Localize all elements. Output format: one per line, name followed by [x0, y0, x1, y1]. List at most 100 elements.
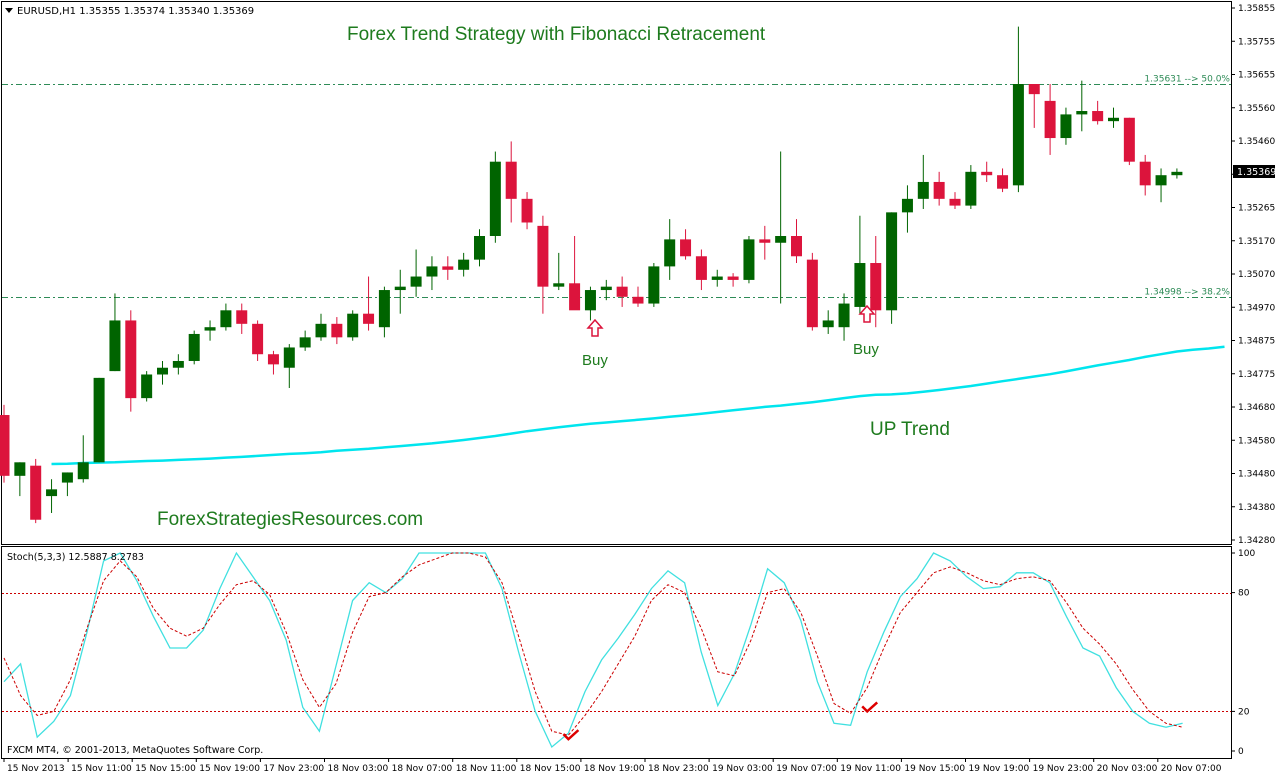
candle[interactable] — [204, 320, 216, 341]
candle[interactable] — [141, 371, 153, 402]
candle[interactable] — [1060, 107, 1072, 145]
candle[interactable] — [236, 303, 248, 334]
candle-body — [14, 462, 26, 476]
candle[interactable] — [569, 236, 581, 311]
check-icon-2 — [861, 701, 879, 714]
candle[interactable] — [664, 219, 676, 280]
candle[interactable] — [854, 215, 866, 314]
candle[interactable] — [838, 293, 850, 341]
candle-body — [267, 354, 279, 365]
candle[interactable] — [172, 354, 184, 375]
candle[interactable] — [695, 249, 707, 291]
candle[interactable] — [727, 273, 739, 287]
x-tick-label: 19 Nov 11:00 — [840, 764, 901, 774]
candle[interactable] — [965, 165, 977, 209]
candle[interactable] — [981, 161, 993, 182]
candle[interactable] — [93, 377, 105, 463]
candle[interactable] — [600, 279, 612, 301]
candle-body — [616, 286, 628, 297]
candle[interactable] — [806, 252, 818, 331]
candle[interactable] — [426, 256, 438, 291]
candle[interactable] — [331, 317, 343, 345]
candle[interactable] — [30, 458, 42, 524]
candle[interactable] — [584, 286, 596, 321]
candle-body — [1123, 117, 1135, 162]
candle[interactable] — [1028, 84, 1040, 128]
candle[interactable] — [61, 472, 73, 497]
candle[interactable] — [1171, 168, 1183, 179]
candle[interactable] — [648, 263, 660, 307]
candle[interactable] — [299, 330, 311, 351]
candle-body — [61, 472, 73, 483]
candle[interactable] — [1139, 154, 1151, 196]
current-price-value: 1.35369 — [1237, 167, 1276, 178]
candle[interactable] — [252, 320, 264, 361]
candle[interactable] — [822, 310, 834, 334]
y-tick-label: 1.34875 — [1238, 337, 1275, 347]
candle-body — [664, 239, 676, 267]
candle[interactable] — [521, 192, 533, 230]
candle[interactable] — [870, 236, 882, 328]
candle[interactable] — [886, 212, 898, 324]
candle[interactable] — [680, 229, 692, 260]
candle[interactable] — [442, 256, 454, 280]
candle[interactable] — [283, 344, 295, 388]
candle[interactable] — [188, 330, 200, 365]
candle[interactable] — [1092, 100, 1104, 125]
candle-body — [537, 225, 549, 287]
candle-body — [1060, 114, 1072, 139]
candle[interactable] — [917, 154, 929, 209]
x-tick-label: 15 Nov 11:00 — [71, 764, 132, 774]
y-tick-label: 1.35560 — [1238, 104, 1275, 114]
candle-body — [204, 327, 216, 331]
stoch-y-tick-label: 20 — [1238, 707, 1250, 717]
candle[interactable] — [1123, 117, 1135, 166]
y-tick-label: 1.34380 — [1238, 503, 1275, 513]
candle[interactable] — [315, 313, 327, 341]
candle[interactable] — [157, 360, 168, 385]
chart-menu-triangle-icon[interactable] — [5, 8, 13, 13]
candle[interactable] — [1012, 26, 1024, 193]
candle[interactable] — [537, 215, 549, 314]
candle[interactable] — [505, 141, 517, 223]
candle[interactable] — [1155, 168, 1167, 203]
candle[interactable] — [711, 269, 723, 287]
candle-body — [426, 266, 438, 277]
fib-label-1: 1.35631 --> 50.0% — [1144, 75, 1230, 85]
candle[interactable] — [363, 276, 375, 331]
candle[interactable] — [933, 171, 945, 206]
candle[interactable] — [458, 252, 470, 277]
candle[interactable] — [1076, 80, 1088, 132]
candle-body — [458, 259, 470, 270]
candle[interactable] — [220, 303, 232, 331]
candle-body — [886, 212, 898, 311]
candle[interactable] — [632, 286, 644, 307]
candle[interactable] — [347, 310, 359, 341]
candle[interactable] — [46, 479, 58, 513]
candle[interactable] — [616, 276, 628, 307]
candle[interactable] — [997, 168, 1009, 193]
candle[interactable] — [378, 286, 390, 338]
candle-body — [30, 465, 42, 520]
candle[interactable] — [474, 229, 485, 267]
stoch-panel[interactable] — [1, 546, 1232, 759]
candle[interactable] — [394, 269, 406, 314]
candle[interactable] — [1108, 107, 1119, 128]
candle[interactable] — [743, 236, 755, 284]
candle[interactable] — [791, 219, 802, 264]
candle[interactable] — [775, 151, 787, 304]
candle[interactable] — [77, 435, 89, 483]
candle[interactable] — [901, 185, 913, 233]
candle[interactable] — [489, 151, 501, 243]
candle[interactable] — [410, 249, 422, 297]
candle[interactable] — [14, 462, 26, 497]
candle[interactable] — [553, 252, 565, 291]
candle[interactable] — [109, 293, 121, 372]
candle[interactable] — [267, 350, 279, 375]
candle[interactable] — [1044, 84, 1056, 155]
candle[interactable] — [125, 310, 137, 412]
candle[interactable] — [759, 225, 771, 260]
candle[interactable] — [949, 192, 961, 209]
candle[interactable] — [0, 404, 10, 483]
price-panel[interactable] — [1, 1, 1232, 545]
